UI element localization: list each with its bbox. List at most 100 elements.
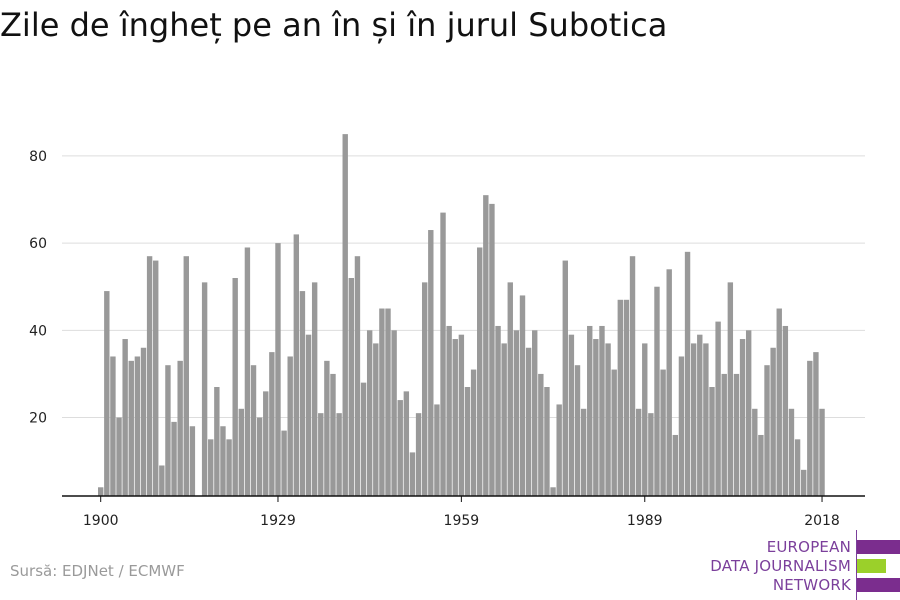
bar — [758, 434, 764, 496]
bar — [263, 391, 269, 496]
bar — [452, 339, 458, 496]
bar — [287, 356, 293, 496]
bar — [715, 321, 721, 496]
bar — [721, 373, 727, 496]
bar — [428, 230, 434, 497]
bar — [244, 247, 251, 496]
bar — [813, 352, 819, 496]
bar — [232, 278, 238, 496]
edjnet-logo: EUROPEAN DATA JOURNALISM NETWORK — [700, 530, 900, 600]
bar — [544, 387, 550, 496]
bar — [104, 291, 110, 496]
bar — [342, 134, 348, 496]
logo-divider — [856, 530, 857, 600]
bar — [654, 286, 660, 496]
bar — [752, 408, 758, 496]
bar — [360, 382, 367, 496]
bar — [727, 282, 734, 496]
bar — [501, 343, 507, 496]
bar — [507, 282, 513, 496]
bar — [623, 299, 630, 496]
bar — [587, 325, 593, 496]
bar — [434, 404, 440, 496]
bar — [556, 404, 562, 496]
bar — [745, 330, 752, 496]
bar — [483, 195, 489, 496]
logo-bar-purple-top — [857, 540, 900, 554]
bar — [739, 339, 746, 496]
logo-line-2: DATA JOURNALISM — [710, 557, 851, 575]
bar — [733, 373, 740, 496]
bar — [269, 352, 275, 496]
bar — [153, 260, 159, 496]
bar — [519, 295, 526, 496]
bar — [807, 360, 813, 496]
bar — [660, 369, 666, 496]
bar — [446, 325, 452, 496]
bar — [140, 347, 147, 496]
bar — [171, 421, 177, 496]
bar — [440, 212, 446, 496]
bar — [318, 413, 324, 496]
bar — [538, 373, 544, 496]
bar — [128, 360, 134, 496]
bar — [574, 365, 581, 496]
bar — [684, 251, 691, 496]
x-tick-label: 1989 — [627, 513, 663, 529]
bar — [391, 330, 397, 496]
bar — [770, 347, 776, 496]
logo-line-1: EUROPEAN — [766, 538, 851, 556]
y-tick-label: 80 — [29, 149, 47, 165]
bar — [489, 203, 495, 496]
bar — [397, 400, 403, 496]
bar — [562, 260, 568, 496]
bar — [324, 360, 330, 496]
bar — [794, 439, 801, 496]
bar — [293, 234, 300, 496]
bar — [666, 269, 672, 496]
y-tick-label: 60 — [29, 236, 47, 252]
bar — [611, 369, 617, 496]
bars-group — [98, 134, 825, 497]
bar — [709, 387, 715, 496]
source-note: Sursă: EDJNet / ECMWF — [10, 562, 185, 580]
bar — [122, 339, 128, 496]
bar — [134, 356, 141, 496]
bar — [146, 256, 153, 496]
bar — [599, 325, 605, 496]
bar — [110, 356, 116, 496]
bar — [776, 308, 782, 496]
bar — [116, 417, 122, 496]
bar — [98, 487, 104, 496]
bar — [201, 282, 208, 496]
bar — [305, 334, 312, 496]
bar — [819, 408, 825, 496]
bar — [801, 469, 807, 496]
bar — [385, 308, 391, 496]
bar — [226, 439, 232, 496]
bar — [464, 387, 471, 496]
bar — [275, 243, 281, 496]
bar — [409, 452, 416, 496]
bar — [678, 356, 685, 496]
bar — [788, 408, 795, 496]
bar — [568, 334, 575, 496]
bar — [214, 387, 220, 496]
bar — [635, 408, 642, 496]
bar — [703, 343, 709, 496]
bar — [477, 247, 483, 496]
logo-bar-green — [857, 559, 886, 573]
bar — [690, 343, 697, 496]
y-tick-label: 20 — [29, 411, 47, 427]
bar — [580, 408, 587, 496]
bar — [764, 365, 770, 496]
bar — [250, 365, 257, 496]
bar — [165, 365, 171, 496]
bar — [220, 426, 226, 496]
bar — [208, 439, 214, 496]
bar — [642, 343, 648, 496]
bar — [238, 408, 244, 496]
bar — [605, 343, 611, 496]
bar — [648, 413, 654, 496]
